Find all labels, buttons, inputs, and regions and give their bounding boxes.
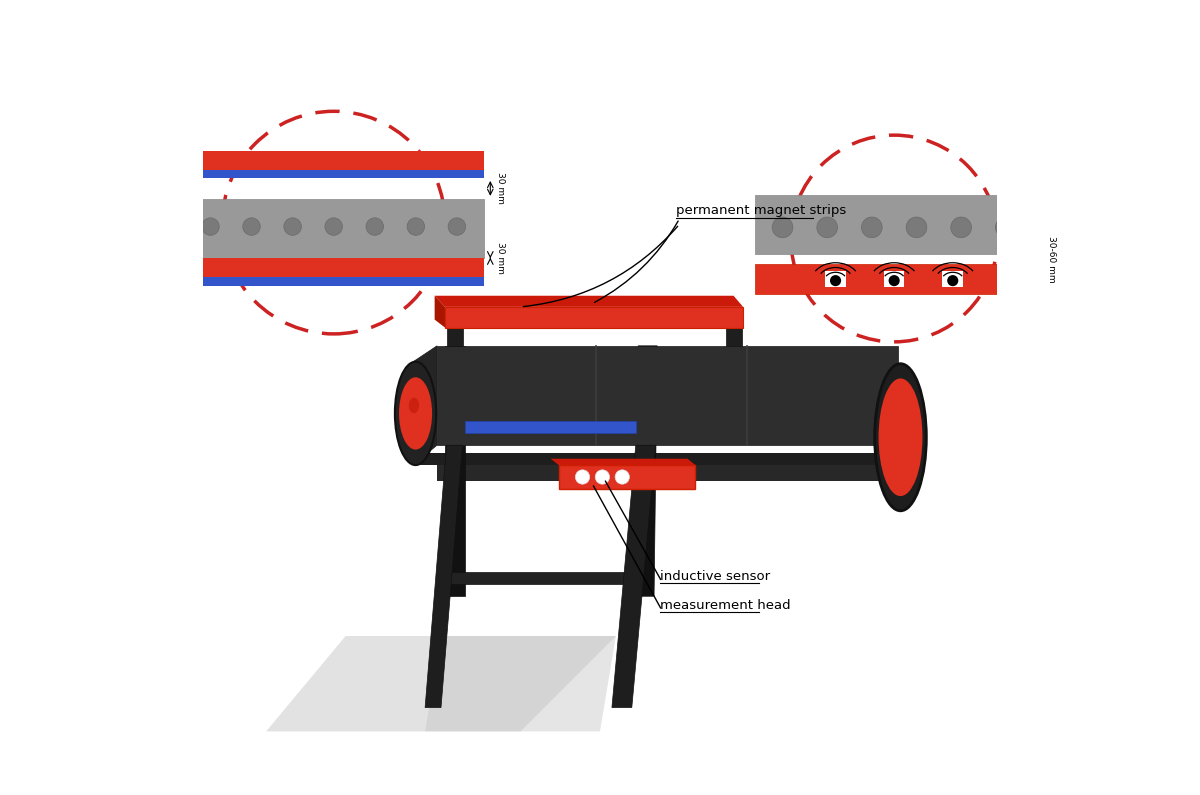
Polygon shape <box>726 318 742 346</box>
Text: inductive sensor: inductive sensor <box>660 570 769 583</box>
Polygon shape <box>448 318 463 346</box>
Polygon shape <box>434 296 743 307</box>
Circle shape <box>595 470 610 484</box>
Circle shape <box>830 275 841 286</box>
Text: 30-60 mm: 30-60 mm <box>1048 236 1056 282</box>
Bar <box>942 271 964 287</box>
Polygon shape <box>551 459 696 465</box>
Circle shape <box>996 217 1016 238</box>
Polygon shape <box>559 465 696 489</box>
Circle shape <box>575 470 589 484</box>
Circle shape <box>950 217 972 238</box>
Circle shape <box>325 218 342 235</box>
Circle shape <box>862 217 882 238</box>
Polygon shape <box>635 346 658 596</box>
Polygon shape <box>434 296 445 328</box>
Polygon shape <box>464 421 636 433</box>
Polygon shape <box>442 572 636 584</box>
Text: measurement head: measurement head <box>660 599 791 612</box>
Bar <box>184 170 484 178</box>
Text: 30 mm: 30 mm <box>496 242 505 274</box>
Circle shape <box>242 218 260 235</box>
Circle shape <box>284 218 301 235</box>
Polygon shape <box>612 445 655 708</box>
Bar <box>184 151 484 170</box>
Circle shape <box>906 217 926 238</box>
Polygon shape <box>437 346 898 445</box>
Circle shape <box>366 218 384 235</box>
Polygon shape <box>413 346 437 465</box>
Polygon shape <box>413 453 898 465</box>
Circle shape <box>616 470 630 484</box>
Ellipse shape <box>400 378 432 450</box>
Polygon shape <box>425 636 616 731</box>
Circle shape <box>888 275 900 286</box>
Circle shape <box>448 218 466 235</box>
Bar <box>884 271 905 287</box>
Bar <box>755 264 1033 294</box>
Polygon shape <box>445 346 464 596</box>
Ellipse shape <box>409 398 419 413</box>
Polygon shape <box>437 465 898 481</box>
Circle shape <box>772 217 793 238</box>
Circle shape <box>817 217 838 238</box>
Bar <box>184 258 484 277</box>
Circle shape <box>202 218 220 235</box>
Polygon shape <box>266 636 616 731</box>
Text: 30 mm: 30 mm <box>496 173 505 204</box>
Circle shape <box>407 218 425 235</box>
Polygon shape <box>425 445 462 708</box>
Text: permanent magnet strips: permanent magnet strips <box>676 204 846 217</box>
Circle shape <box>947 275 959 286</box>
Bar <box>184 199 484 258</box>
Ellipse shape <box>878 378 923 496</box>
Bar <box>184 277 484 286</box>
Bar <box>826 271 846 287</box>
Ellipse shape <box>875 364 926 511</box>
Bar <box>755 195 1033 254</box>
Ellipse shape <box>395 362 437 465</box>
Polygon shape <box>445 307 743 328</box>
